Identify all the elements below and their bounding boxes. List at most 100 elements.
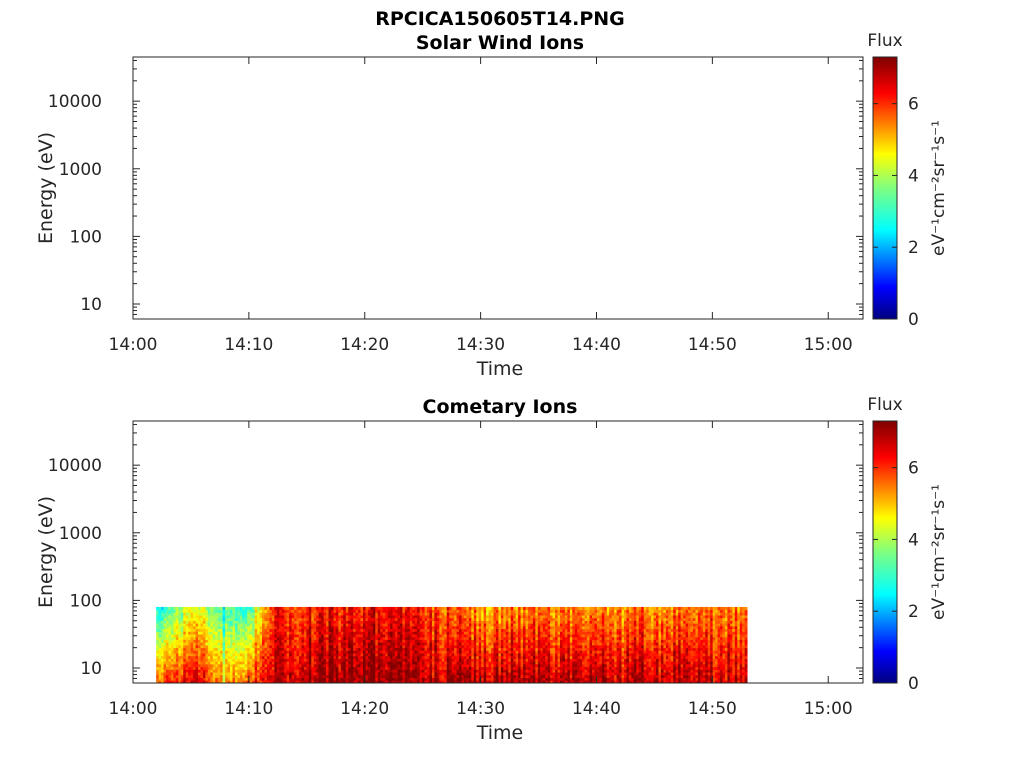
flux-cell xyxy=(584,672,588,676)
flux-cell xyxy=(158,653,162,657)
flux-cell xyxy=(577,639,581,643)
flux-cell xyxy=(363,642,366,646)
flux-cell xyxy=(488,625,492,630)
flux-cell xyxy=(518,639,521,643)
flux-cell xyxy=(335,631,339,635)
flux-cell xyxy=(269,663,273,668)
flux-cell xyxy=(478,634,482,638)
flux-cell xyxy=(227,653,231,657)
flux-cell xyxy=(552,663,556,668)
flux-cell xyxy=(569,647,573,651)
flux-cell xyxy=(232,617,236,621)
flux-cell xyxy=(446,674,450,678)
flux-cell xyxy=(345,606,349,611)
flux-cell xyxy=(212,615,216,619)
flux-cell xyxy=(392,672,396,676)
flux-cell xyxy=(459,669,462,673)
flux-cell xyxy=(161,620,164,624)
flux-cell xyxy=(439,680,443,683)
flux-cell xyxy=(321,609,325,613)
flux-cell xyxy=(397,639,401,643)
flux-cell xyxy=(338,606,342,611)
flux-cell xyxy=(456,634,460,638)
flux-cell xyxy=(466,615,470,619)
flux-cell xyxy=(555,617,558,621)
flux-cell xyxy=(454,631,457,635)
flux-cell xyxy=(195,655,199,659)
flux-cell xyxy=(289,617,292,621)
flux-cell xyxy=(326,661,329,665)
flux-cell xyxy=(535,642,539,646)
plot-frame xyxy=(132,56,864,320)
flux-cell xyxy=(498,628,502,632)
flux-cell xyxy=(449,650,453,654)
flux-cell xyxy=(239,636,243,640)
flux-cell xyxy=(168,609,172,613)
flux-cell xyxy=(170,620,174,624)
flux-cell xyxy=(303,617,307,621)
flux-cell xyxy=(353,674,357,678)
flux-cell xyxy=(156,631,160,635)
flux-cell xyxy=(471,636,475,640)
flux-cell xyxy=(343,663,347,668)
flux-cell xyxy=(473,644,477,649)
flux-cell xyxy=(424,620,428,624)
flux-cell xyxy=(188,639,192,643)
flux-cell xyxy=(429,677,433,681)
flux-cell xyxy=(173,666,177,670)
flux-cell xyxy=(478,647,482,651)
flux-cell xyxy=(547,612,551,616)
flux-cell xyxy=(363,655,366,659)
flux-cell xyxy=(417,625,421,630)
flux-cell xyxy=(431,677,435,681)
flux-cell xyxy=(163,647,167,651)
flux-cell xyxy=(395,620,398,624)
flux-cell xyxy=(311,606,315,611)
flux-cell xyxy=(505,623,509,627)
flux-cell xyxy=(348,631,352,635)
flux-cell xyxy=(488,647,492,651)
flux-cell xyxy=(210,669,214,673)
flux-cell xyxy=(170,609,174,613)
flux-cell xyxy=(498,669,502,673)
flux-cell xyxy=(207,677,211,681)
flux-cell xyxy=(281,669,285,673)
flux-cell xyxy=(220,609,224,613)
flux-cell xyxy=(476,658,480,662)
flux-cell xyxy=(234,609,238,613)
flux-cell xyxy=(298,650,302,654)
flux-cell xyxy=(227,658,231,662)
flux-cell xyxy=(301,661,305,665)
flux-cell xyxy=(318,636,322,640)
flux-cell xyxy=(429,653,433,657)
flux-cell xyxy=(220,615,224,619)
flux-cell xyxy=(358,606,361,611)
flux-cell xyxy=(355,672,359,676)
flux-cell xyxy=(503,642,507,646)
flux-cell xyxy=(276,669,280,673)
flux-cell xyxy=(225,631,228,635)
flux-cell xyxy=(205,677,209,681)
flux-cell xyxy=(326,655,329,659)
flux-cell xyxy=(439,617,443,621)
flux-cell xyxy=(377,615,381,619)
flux-cell xyxy=(212,620,216,624)
flux-cell xyxy=(158,650,162,654)
flux-cell xyxy=(237,661,241,665)
colorbar-label: eV⁻¹cm⁻²sr⁻¹s⁻¹ xyxy=(929,120,949,256)
flux-cell xyxy=(463,639,467,643)
flux-cell xyxy=(505,669,509,673)
flux-cell xyxy=(372,628,376,632)
flux-cell xyxy=(294,620,297,624)
flux-cell xyxy=(518,650,521,654)
flux-cell xyxy=(168,666,172,670)
flux-cell xyxy=(449,639,453,643)
flux-cell xyxy=(328,658,332,662)
flux-cell xyxy=(215,620,219,624)
flux-cell xyxy=(550,625,553,630)
flux-cell xyxy=(399,680,403,683)
flux-cell xyxy=(230,639,233,643)
flux-cell xyxy=(404,647,408,651)
flux-cell xyxy=(419,672,423,676)
flux-cell xyxy=(572,663,576,668)
